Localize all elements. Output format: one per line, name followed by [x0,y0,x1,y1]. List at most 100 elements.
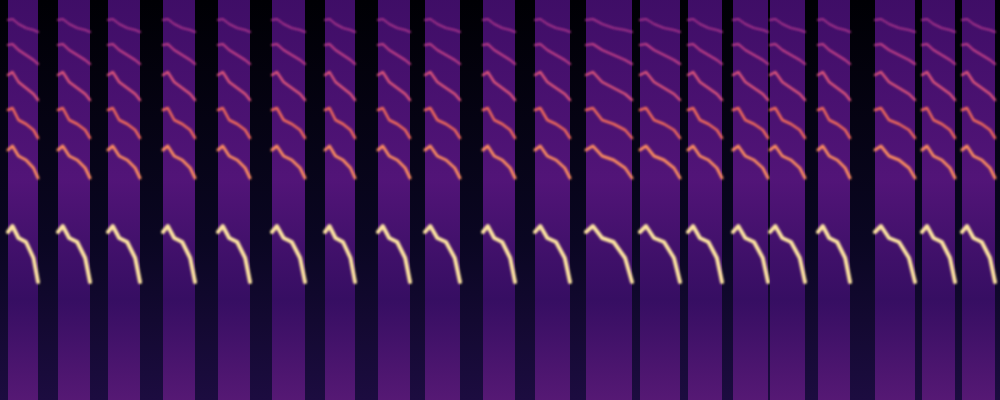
harmonic-contour [108,108,140,138]
harmonic-contour [922,19,955,32]
harmonic-contour [818,146,850,178]
harmonic-contour [108,19,140,32]
harmonic-contour [483,19,515,32]
harmonic-contour [586,108,632,138]
harmonic-contour [483,44,515,64]
harmonic-contour [218,44,250,64]
harmonic-contour [425,146,460,178]
call-column [733,0,768,400]
harmonic-contour [688,226,722,282]
harmonic-contour [770,146,805,178]
harmonic-contour [218,19,250,32]
harmonic-contour [688,44,722,64]
harmonic-contour [770,44,805,64]
harmonic-contour [818,19,850,32]
harmonic-contour [325,44,355,64]
harmonic-contour [58,226,90,282]
harmonic-contour [8,72,38,100]
call-column [962,0,995,400]
harmonic-contour [58,146,90,178]
harmonic-contour [378,108,410,138]
harmonic-contour [325,19,355,32]
harmonic-contour [535,146,570,178]
harmonic-contour [875,108,915,138]
harmonic-contour [875,19,915,32]
harmonic-contour [922,72,955,100]
harmonic-contour [640,108,680,138]
harmonic-contour [425,108,460,138]
harmonic-contour [272,72,305,100]
harmonic-contour [922,108,955,138]
call-column [8,0,38,400]
harmonic-contour [272,108,305,138]
call-column [58,0,90,400]
harmonic-contour [535,19,570,32]
harmonic-contour [378,146,410,178]
harmonic-contour [58,44,90,64]
harmonic-contour [922,44,955,64]
harmonic-contour [425,19,460,32]
harmonic-contour [8,108,38,138]
harmonic-contour [163,108,195,138]
harmonic-contour [922,146,955,178]
call-column [163,0,195,400]
call-column [425,0,460,400]
harmonic-contour [8,146,38,178]
harmonic-contour [770,19,805,32]
call-column [218,0,250,400]
harmonic-contour [586,19,632,32]
harmonic-contour [962,108,995,138]
harmonic-contour [378,226,410,282]
harmonic-contour [378,19,410,32]
harmonic-contour [425,44,460,64]
harmonic-contour [483,226,515,282]
harmonic-contour [640,19,680,32]
harmonic-contour [733,226,768,282]
harmonic-contour [8,226,38,282]
harmonic-contour [586,44,632,64]
harmonic-contour [875,226,915,282]
call-column [922,0,955,400]
harmonic-contour [218,108,250,138]
call-column [640,0,680,400]
harmonic-contour [733,44,768,64]
harmonic-contour [733,146,768,178]
harmonic-contour [640,146,680,178]
harmonic-contour [163,226,195,282]
harmonic-contour [58,72,90,100]
harmonic-contour [325,72,355,100]
harmonic-contour [483,146,515,178]
harmonic-contour [272,19,305,32]
harmonic-contour [640,226,680,282]
harmonic-contour [325,226,355,282]
harmonic-contour [272,226,305,282]
harmonic-contour [875,72,915,100]
harmonic-contour [425,226,460,282]
call-column [875,0,915,400]
harmonic-contour [770,226,805,282]
harmonic-contour [218,226,250,282]
harmonic-contour [770,72,805,100]
harmonic-contour [818,226,850,282]
chart-root [0,0,1000,400]
harmonic-contour [733,108,768,138]
harmonic-contour [875,44,915,64]
call-column [818,0,850,400]
harmonic-contour [733,19,768,32]
harmonic-contour [108,226,140,282]
harmonic-contour [378,72,410,100]
harmonic-contour [962,44,995,64]
harmonic-contour [640,44,680,64]
harmonic-contour [483,72,515,100]
harmonic-contour [586,226,632,282]
call-column [325,0,355,400]
harmonic-contour [688,72,722,100]
harmonic-contour [962,146,995,178]
harmonic-contour [535,44,570,64]
harmonic-contour [108,44,140,64]
harmonic-contour [425,72,460,100]
harmonic-contour [8,19,38,32]
harmonic-contour [8,44,38,64]
plot-area [8,0,995,400]
harmonic-contour [535,226,570,282]
